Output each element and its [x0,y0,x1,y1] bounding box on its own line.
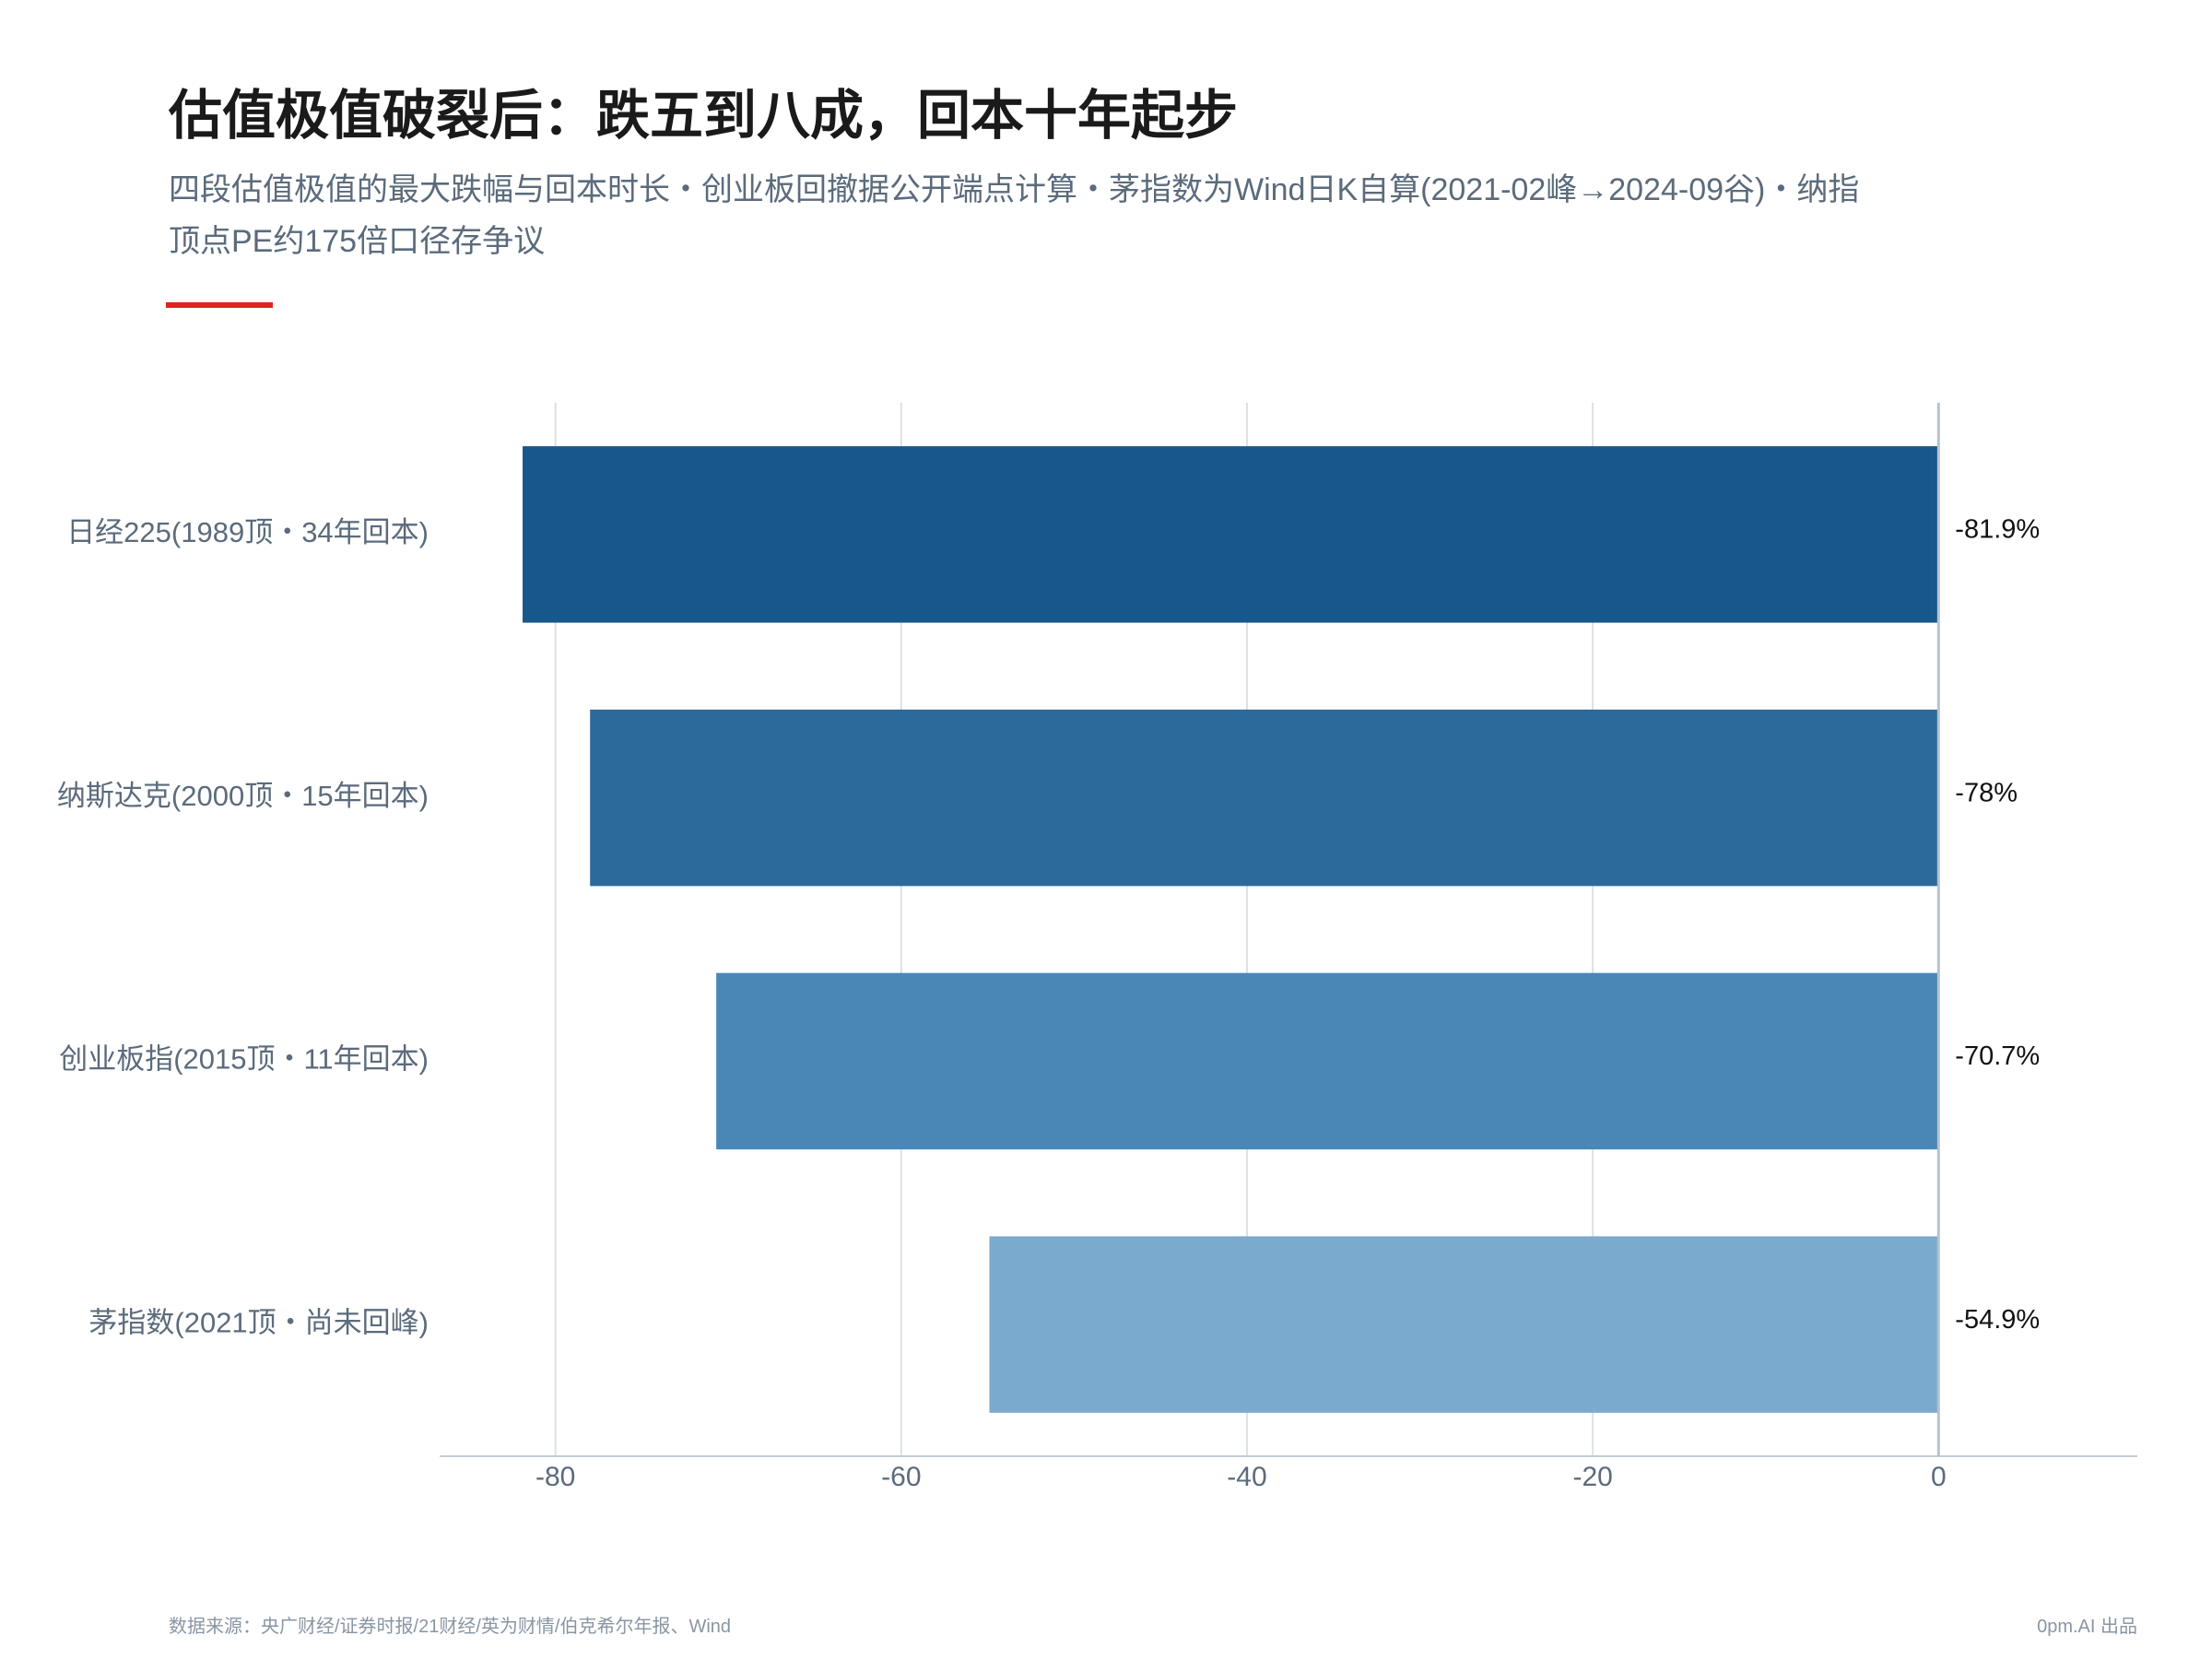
bar [989,1236,1939,1413]
chart: -80 -60 -40 -20 0 日经225(1989顶・34年回本) -81.9% 纳斯达… [57,403,2137,1492]
value-label: -54.9% [1955,1305,2040,1335]
accent-bar [166,302,273,308]
chart-title: 估值极值破裂后：跌五到八成，回本十年起步 [169,86,1239,146]
y-tick-label: 纳斯达克(2000顶・15年回本) [57,780,429,812]
source-note: 数据来源：央广财经/证券时报/21财经/英为财情/伯克希尔年报、Wind [169,1617,732,1637]
bar [523,446,1939,623]
x-tick-label: -80 [535,1462,575,1492]
value-label: -81.9% [1955,515,2040,545]
y-tick-label: 创业板指(2015顶・11年回本) [59,1043,429,1076]
value-label: -78% [1955,778,2018,807]
y-tick-label: 日经225(1989顶・34年回本) [66,516,429,548]
x-tick-label: -40 [1227,1462,1266,1492]
chart-subtitle: 四段估值极值的最大跌幅与回本时长・创业板回撤据公开端点计算・茅指数为Wind日K… [169,172,1860,259]
bar [590,709,1939,887]
x-tick-label: 0 [1931,1462,1947,1492]
x-tick-label: -20 [1572,1462,1612,1492]
y-tick-label: 茅指数(2021顶・尚未回峰) [88,1306,429,1338]
x-tick-label: -60 [881,1462,921,1492]
value-label: -70.7% [1955,1041,2040,1071]
bar [716,972,1939,1150]
credit: 0pm.AI 出品 [2037,1617,2137,1637]
